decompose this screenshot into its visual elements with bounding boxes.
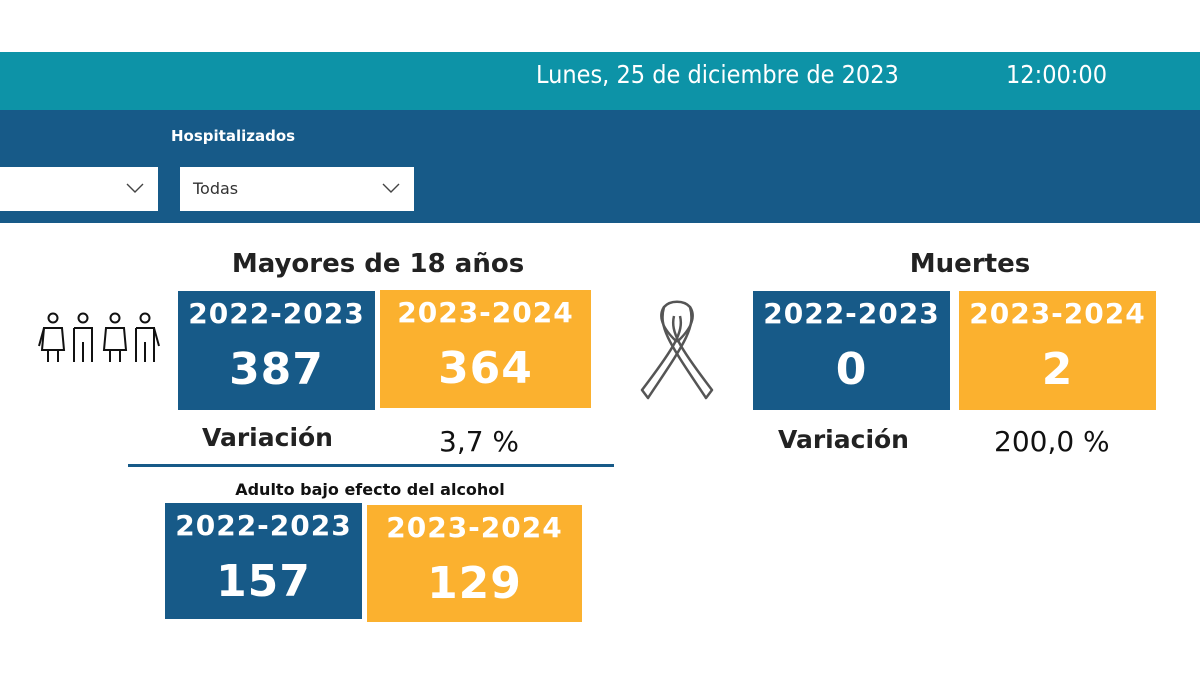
muertes-variation-value: 200,0 % (994, 425, 1110, 458)
mayores-title: Mayores de 18 años (231, 249, 525, 279)
header-bar (0, 52, 1200, 110)
muertes-card-2023-2024: 2023-2024 2 (959, 291, 1156, 410)
mayores-variation-value: 3,7 % (439, 425, 520, 458)
current-date: Lunes, 25 de diciembre de 2023 (536, 60, 899, 89)
filter-dropdown[interactable] (0, 167, 158, 211)
people-group-icon (38, 312, 160, 362)
current-time: 12:00:00 (1006, 60, 1108, 89)
alcohol-card-2023-2024: 2023-2024 129 (367, 505, 582, 622)
muertes-title: Muertes (909, 249, 1031, 279)
chevron-down-icon (126, 183, 144, 193)
hospitalizados-dropdown[interactable]: Todas (180, 167, 414, 211)
divider (128, 464, 614, 467)
alcohol-card-2022-2023: 2022-2023 157 (165, 503, 362, 619)
muertes-variation-label: Variación (778, 425, 909, 454)
mayores-variation-label: Variación (202, 423, 333, 452)
chevron-down-icon (382, 183, 400, 193)
muertes-card-2022-2023: 2022-2023 0 (753, 291, 950, 410)
mayores-card-2022-2023: 2022-2023 387 (178, 291, 375, 410)
alcohol-title: Adulto bajo efecto del alcohol (235, 480, 505, 499)
mayores-card-2023-2024: 2023-2024 364 (380, 290, 591, 408)
hospitalizados-label: Hospitalizados (171, 127, 296, 145)
awareness-ribbon-icon (640, 300, 714, 400)
